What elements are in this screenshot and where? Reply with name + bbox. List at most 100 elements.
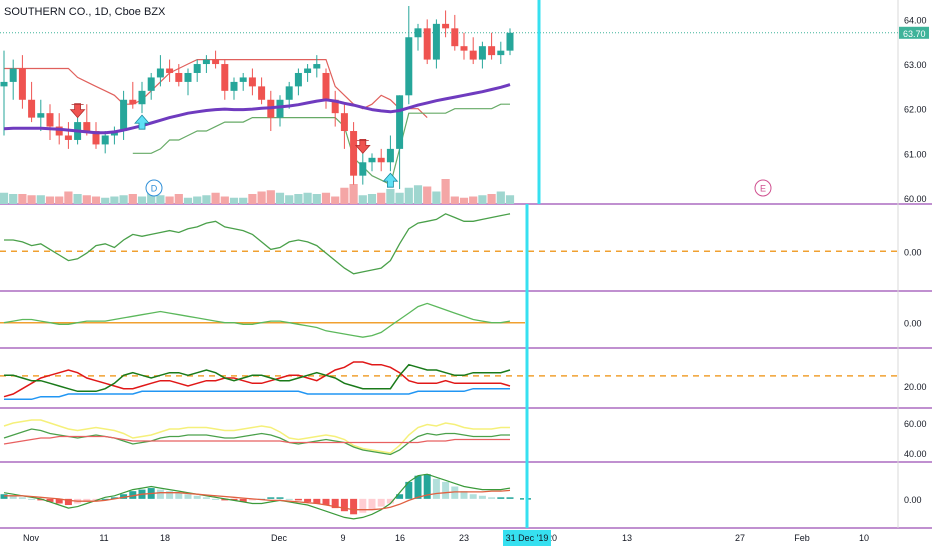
volume-bar bbox=[64, 191, 73, 204]
volume-bar bbox=[202, 195, 211, 204]
volume-bar bbox=[193, 196, 202, 204]
moving-average-line bbox=[3, 83, 511, 135]
macd-histogram-bar bbox=[9, 495, 17, 499]
buy-arrow-icon bbox=[134, 114, 150, 130]
candle-body bbox=[248, 77, 256, 87]
candle-body bbox=[147, 77, 155, 91]
macd-histogram-bar bbox=[101, 498, 109, 500]
candle-body bbox=[469, 50, 477, 60]
macd-histogram-bar bbox=[212, 498, 220, 500]
volume-bar bbox=[156, 195, 165, 204]
volume-layer bbox=[0, 179, 515, 204]
candle-body bbox=[83, 122, 91, 132]
candle-body bbox=[166, 68, 174, 73]
macd-histogram-bar bbox=[414, 475, 422, 499]
candle-body bbox=[359, 162, 367, 176]
candle-body bbox=[0, 81, 8, 87]
time-tick-label: 9 bbox=[340, 533, 345, 543]
volume-bar bbox=[432, 191, 441, 204]
candle-body bbox=[193, 64, 201, 73]
candle-body bbox=[101, 135, 109, 145]
adx-line bbox=[4, 387, 510, 401]
volume-bar bbox=[183, 197, 193, 204]
candle-body bbox=[377, 157, 385, 163]
macd-histogram-bar bbox=[386, 498, 394, 504]
last-price-tag bbox=[899, 26, 929, 39]
volume-bar bbox=[248, 194, 257, 204]
candle-body bbox=[230, 81, 238, 91]
candle-body bbox=[202, 59, 210, 65]
volume-bar bbox=[340, 187, 349, 204]
candle-body bbox=[322, 72, 330, 100]
candle-body bbox=[55, 126, 63, 136]
macd-histogram-bar bbox=[202, 497, 210, 499]
macd-histogram-bar bbox=[405, 481, 413, 499]
candle-body bbox=[239, 77, 247, 82]
volume-bar bbox=[0, 192, 9, 204]
macd-histogram-bar bbox=[184, 494, 192, 499]
candle-body bbox=[175, 72, 183, 82]
macd-signal-line bbox=[4, 489, 511, 511]
candle-body bbox=[442, 23, 450, 29]
candle-body bbox=[331, 99, 339, 114]
oscillator-1-line bbox=[4, 213, 511, 275]
candle-body bbox=[28, 99, 36, 118]
volume-bar bbox=[496, 191, 505, 204]
volume-bar bbox=[266, 190, 275, 204]
macd-histogram-bar bbox=[64, 498, 72, 506]
volume-bar bbox=[229, 197, 239, 204]
macd-histogram-bar bbox=[506, 497, 514, 499]
band-middle-line bbox=[3, 428, 510, 456]
time-tick-label: Feb bbox=[794, 533, 810, 543]
time-tick-label: 27 bbox=[735, 533, 745, 543]
price-tick-label: 60.00 bbox=[904, 194, 927, 204]
macd-histogram-bar bbox=[46, 498, 54, 502]
time-tick-label: 23 bbox=[459, 533, 469, 543]
price-tick-label: 63.00 bbox=[904, 60, 927, 70]
volume-bar bbox=[9, 194, 18, 204]
time-tick-label: 16 bbox=[395, 533, 405, 543]
macd-histogram-bar bbox=[230, 498, 238, 501]
macd-histogram-bar bbox=[166, 491, 174, 499]
candle-body bbox=[46, 113, 54, 127]
price-tick-label: 0.00 bbox=[904, 247, 922, 257]
dividend-marker bbox=[145, 179, 163, 197]
volume-bar bbox=[331, 196, 340, 204]
band-lower-line bbox=[3, 435, 510, 445]
candle-body bbox=[37, 113, 45, 118]
candle-body bbox=[156, 68, 164, 78]
volume-bar bbox=[478, 195, 487, 204]
volume-bar bbox=[45, 196, 55, 204]
candle-body bbox=[138, 90, 146, 105]
price-tick-label: 61.00 bbox=[904, 149, 927, 159]
macd-histogram-bar bbox=[478, 495, 486, 499]
macd-histogram-bar bbox=[285, 498, 293, 500]
price-tick-label: 0.00 bbox=[904, 495, 922, 505]
macd-histogram-bar bbox=[423, 474, 431, 499]
time-tick-label: Dec bbox=[271, 533, 288, 543]
candle-body bbox=[92, 131, 100, 145]
macd-histogram-bar bbox=[83, 498, 91, 502]
volume-bar bbox=[211, 192, 220, 204]
macd-histogram-bar bbox=[129, 491, 137, 499]
candle-body bbox=[120, 99, 128, 132]
candle-body bbox=[9, 68, 17, 82]
volume-bar bbox=[423, 186, 432, 204]
volume-bar bbox=[147, 192, 156, 204]
candle-body bbox=[497, 50, 505, 56]
event-marker-label: D bbox=[151, 184, 158, 194]
volume-bar bbox=[91, 196, 101, 204]
candle-body bbox=[340, 113, 348, 132]
candle-body bbox=[478, 46, 486, 60]
candle-body bbox=[184, 72, 192, 82]
volume-bar bbox=[303, 192, 312, 204]
volume-bar bbox=[459, 197, 469, 204]
volume-bar bbox=[36, 195, 45, 204]
price-tick-label: 0.00 bbox=[904, 319, 922, 329]
volume-bar bbox=[469, 196, 478, 204]
volume-bar bbox=[413, 185, 423, 204]
volume-bar bbox=[505, 195, 515, 204]
candle-body bbox=[276, 99, 284, 118]
last-price-label: 63.70 bbox=[903, 29, 926, 39]
